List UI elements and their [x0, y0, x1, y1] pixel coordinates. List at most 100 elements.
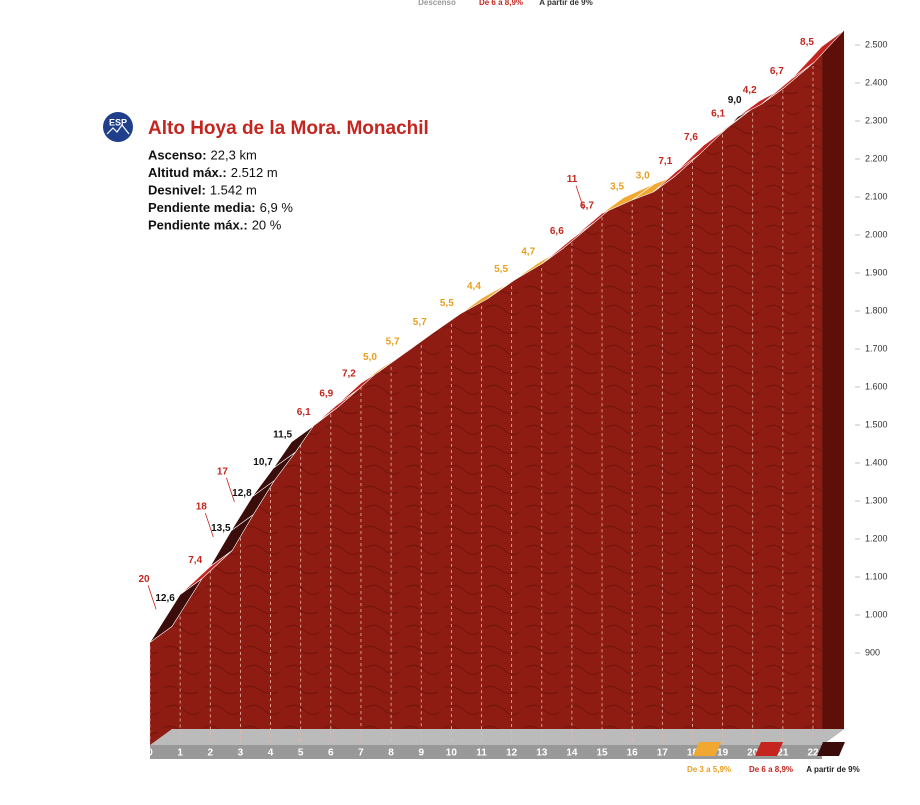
stat-label: Desnivel:: [148, 182, 206, 197]
gradient-label: 7,1: [658, 156, 672, 167]
profile-face: [150, 46, 823, 745]
segment: [791, 29, 845, 79]
y-tick-label: 1.600: [865, 381, 888, 391]
stat-label: Pendiente media:: [148, 200, 256, 215]
peak-label: 18: [196, 502, 208, 513]
stats: Ascenso: 22,3 km Altitud máx.: 2.512 m Desni…: [148, 147, 293, 232]
gradient-label: 10,7: [253, 457, 273, 468]
x-tick-label: 12: [506, 748, 518, 759]
y-tick-label: 1.700: [865, 343, 888, 353]
x-tick-label: 3: [238, 748, 244, 759]
peak-leader: [575, 185, 585, 210]
legend-swatch: [755, 742, 783, 756]
x-tick-label: 0: [147, 748, 153, 759]
chart-title: Alto Hoya de la Mora. Monachil: [148, 118, 429, 139]
legend-label: De 3 a 5,9%: [687, 765, 731, 774]
peak-label: 11: [567, 174, 578, 185]
legend-label: Descenso: [418, 0, 456, 7]
x-tick-label: 6: [328, 748, 334, 759]
badge-icon: [106, 123, 130, 135]
gradient-label: 4,4: [467, 281, 481, 292]
stat-label: Ascenso:: [148, 147, 207, 162]
badge: [103, 112, 133, 142]
base-top: [150, 729, 845, 745]
x-tick-label: 22: [807, 748, 819, 759]
top-legend: Descenso De 6 a 8,9% A partir de 9%: [418, 0, 593, 7]
x-tick-label: 21: [777, 748, 789, 759]
gradient-label: 5,0: [363, 352, 377, 363]
gradient-label: 6,7: [770, 66, 784, 77]
x-tick-label: 14: [566, 748, 578, 759]
badge-text: ESP: [109, 117, 127, 127]
gradient-label: 13,5: [211, 523, 231, 534]
y-tick-label: 2.200: [865, 153, 888, 163]
gradient-label: 6,1: [297, 407, 311, 418]
gradient-label: 7,4: [188, 555, 202, 566]
y-tick-label: 1.000: [865, 609, 888, 619]
peak-label: 17: [217, 467, 229, 478]
gradient-label: 12,6: [155, 593, 175, 604]
x-tick-label: 4: [268, 748, 274, 759]
stat-value: 6,9 %: [260, 200, 294, 215]
y-tick-label: 1.500: [865, 419, 888, 429]
gradient-label: 11,5: [273, 430, 292, 441]
gradient-label: 5,7: [413, 317, 427, 328]
x-tick-label: 2: [207, 748, 213, 759]
x-tick-label: 16: [627, 748, 639, 759]
stat-value: 1.542 m: [210, 182, 257, 197]
y-tick-label: 1.800: [865, 305, 888, 315]
gradient-label: 4,7: [521, 247, 535, 258]
y-tick-label: 2.500: [865, 39, 888, 49]
legend-label: De 6 a 8,9%: [749, 765, 793, 774]
x-tick-label: 1: [177, 748, 183, 759]
gradient-label: 8,5: [800, 37, 814, 48]
x-tick-label: 17: [657, 748, 669, 759]
x-tick-label: 20: [747, 748, 759, 759]
base-front: [150, 745, 823, 759]
y-tick-label: 1.300: [865, 495, 888, 505]
gradient-label: 6,7: [580, 201, 594, 212]
peak-leader: [204, 512, 214, 538]
gradient-label: 6,9: [319, 389, 333, 400]
x-tick-label: 11: [476, 748, 487, 759]
y-tick-label: 2.400: [865, 77, 888, 87]
y-tick-label: 2.000: [865, 229, 888, 239]
stat-label: Pendiente máx.:: [148, 217, 248, 232]
x-tick-label: 19: [717, 748, 729, 759]
legend-label: A partir de 9%: [806, 765, 860, 774]
gradient-label: 3,5: [610, 181, 624, 192]
x-tick-label: 9: [418, 748, 424, 759]
gradient-label: 12,8: [232, 488, 252, 499]
legend-label: A partir de 9%: [539, 0, 593, 7]
gradient-label: 9,0: [728, 95, 742, 106]
legend-swatch: [693, 742, 721, 756]
x-tick-label: 15: [596, 748, 608, 759]
peak-leader: [226, 477, 235, 503]
stat-label: Altitud máx.:: [148, 165, 227, 180]
profile-side: [822, 30, 845, 745]
legend-label: De 6 a 8,9%: [479, 0, 523, 7]
x-tick-label: 7: [358, 748, 364, 759]
y-tick-label: 2.100: [865, 191, 888, 201]
legend-swatch: [817, 742, 845, 756]
peak-leader: [147, 585, 157, 610]
x-tick-label: 13: [536, 748, 548, 759]
stat-value: 20 %: [252, 217, 282, 232]
y-tick-label: 1.200: [865, 533, 888, 543]
gradient-label: 6,6: [550, 226, 564, 237]
gradient-label: 7,6: [684, 132, 698, 143]
peak-label: 20: [138, 574, 150, 585]
gradient-label: 3,0: [636, 171, 650, 182]
stat-value: 2.512 m: [231, 165, 278, 180]
y-tick-label: 1.400: [865, 457, 888, 467]
y-tick-label: 2.300: [865, 115, 888, 125]
gradient-label: 5,5: [440, 298, 454, 309]
y-tick-label: 1.900: [865, 267, 888, 277]
gradient-label: 7,2: [342, 369, 356, 380]
gradient-label: 5,5: [494, 264, 508, 275]
gradient-label: 5,7: [386, 336, 400, 347]
x-tick-label: 10: [446, 748, 458, 759]
x-tick-label: 18: [687, 748, 699, 759]
gradient-label: 4,2: [743, 85, 757, 96]
